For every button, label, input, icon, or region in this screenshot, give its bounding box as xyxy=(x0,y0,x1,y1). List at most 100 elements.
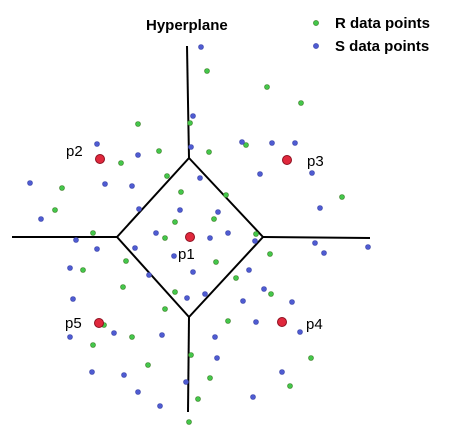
r-data-point-19 xyxy=(162,235,168,241)
s-data-point-46 xyxy=(89,369,95,375)
legend: R data points S data points xyxy=(313,15,430,55)
r-data-point-17 xyxy=(211,216,217,222)
s-data-point-30 xyxy=(132,245,138,251)
s-data-point-26 xyxy=(321,250,327,256)
s-data-point-40 xyxy=(111,330,117,336)
s-data-point-8 xyxy=(292,140,298,146)
s-data-point-33 xyxy=(146,272,152,278)
r-data-point-34 xyxy=(188,352,194,358)
s-data-point-11 xyxy=(309,170,315,176)
r-data-point-15 xyxy=(339,194,345,200)
r-data-point-24 xyxy=(267,251,273,257)
s-data-point-22 xyxy=(215,209,221,215)
r-data-point-32 xyxy=(129,334,135,340)
r-data-point-4 xyxy=(135,121,141,127)
hyperplane-ray-top xyxy=(186,45,190,159)
s-data-point-54 xyxy=(261,286,267,292)
s-data-point-27 xyxy=(365,244,371,250)
r-data-point-39 xyxy=(287,383,293,389)
r-data-point-13 xyxy=(223,192,229,198)
s-data-point-44 xyxy=(212,334,218,340)
r-data-point-7 xyxy=(118,160,124,166)
s-data-point-34 xyxy=(184,295,190,301)
s-data-point-7 xyxy=(269,140,275,146)
s-data-point-4 xyxy=(94,141,100,147)
r-data-point-3 xyxy=(298,100,304,106)
r-data-point-21 xyxy=(80,267,86,273)
legend-r-marker xyxy=(313,20,319,26)
r-data-point-16 xyxy=(172,219,178,225)
s-data-point-9 xyxy=(27,180,33,186)
s-data-point-36 xyxy=(246,267,252,273)
r-data-point-11 xyxy=(59,185,65,191)
query-label-p3: p3 xyxy=(307,153,324,170)
s-data-point-49 xyxy=(157,403,163,409)
r-data-point-35 xyxy=(308,355,314,361)
r-data-point-37 xyxy=(195,396,201,402)
legend-s-marker xyxy=(313,43,319,49)
r-data-point-27 xyxy=(233,275,239,281)
r-data-point-18 xyxy=(90,230,96,236)
s-data-points xyxy=(27,44,371,409)
r-data-point-38 xyxy=(186,419,192,425)
s-data-point-32 xyxy=(190,269,196,275)
hyperplane-label: Hyperplane xyxy=(146,17,228,34)
s-data-point-43 xyxy=(159,332,165,338)
legend-r-label: R data points xyxy=(335,15,430,32)
query-point-p4 xyxy=(277,317,287,327)
s-data-point-52 xyxy=(135,389,141,395)
s-data-point-25 xyxy=(312,240,318,246)
center-cell-edge-bottom-left xyxy=(116,236,190,318)
s-data-point-48 xyxy=(121,372,127,378)
query-point-p2 xyxy=(95,154,105,164)
s-data-point-19 xyxy=(73,237,79,243)
s-data-point-47 xyxy=(214,355,220,361)
s-data-point-3 xyxy=(188,144,194,150)
r-data-point-2 xyxy=(264,84,270,90)
r-data-point-14 xyxy=(52,207,58,213)
s-data-point-51 xyxy=(279,369,285,375)
r-data-point-28 xyxy=(172,289,178,295)
s-data-point-50 xyxy=(250,394,256,400)
r-data-point-33 xyxy=(145,362,151,368)
r-data-point-31 xyxy=(225,318,231,324)
s-data-point-16 xyxy=(136,206,142,212)
legend-s-label: S data points xyxy=(335,38,429,55)
r-data-point-22 xyxy=(123,258,129,264)
s-data-point-2 xyxy=(190,113,196,119)
s-data-point-23 xyxy=(225,230,231,236)
r-data-points xyxy=(52,68,345,425)
hyperplane-ray-right xyxy=(262,236,371,239)
query-point-p1 xyxy=(185,232,195,242)
r-data-point-40 xyxy=(162,306,168,312)
r-data-point-1 xyxy=(204,68,210,74)
r-data-point-30 xyxy=(90,342,96,348)
s-data-point-42 xyxy=(253,319,259,325)
query-label-p4: p4 xyxy=(306,316,323,333)
query-label-p2: p2 xyxy=(66,143,83,160)
s-data-point-13 xyxy=(129,183,135,189)
r-data-point-25 xyxy=(120,284,126,290)
query-label-p5: p5 xyxy=(65,315,82,332)
s-data-point-53 xyxy=(183,379,189,385)
r-data-point-9 xyxy=(243,142,249,148)
s-data-point-24 xyxy=(252,238,258,244)
r-data-point-26 xyxy=(268,291,274,297)
s-data-point-38 xyxy=(240,298,246,304)
r-data-point-8 xyxy=(206,149,212,155)
voronoi-edges xyxy=(12,45,371,413)
s-data-point-20 xyxy=(153,230,159,236)
s-data-point-39 xyxy=(289,299,295,305)
query-label-p1: p1 xyxy=(178,246,195,263)
query-points: p1 p2 p3 p4 p5 xyxy=(65,143,324,333)
s-data-point-28 xyxy=(67,265,73,271)
query-point-p5 xyxy=(94,318,104,328)
s-data-point-31 xyxy=(171,253,177,259)
s-data-point-1 xyxy=(198,44,204,50)
s-data-point-14 xyxy=(197,175,203,181)
r-data-point-20 xyxy=(253,231,259,237)
s-data-point-29 xyxy=(94,246,100,252)
s-data-point-37 xyxy=(70,296,76,302)
